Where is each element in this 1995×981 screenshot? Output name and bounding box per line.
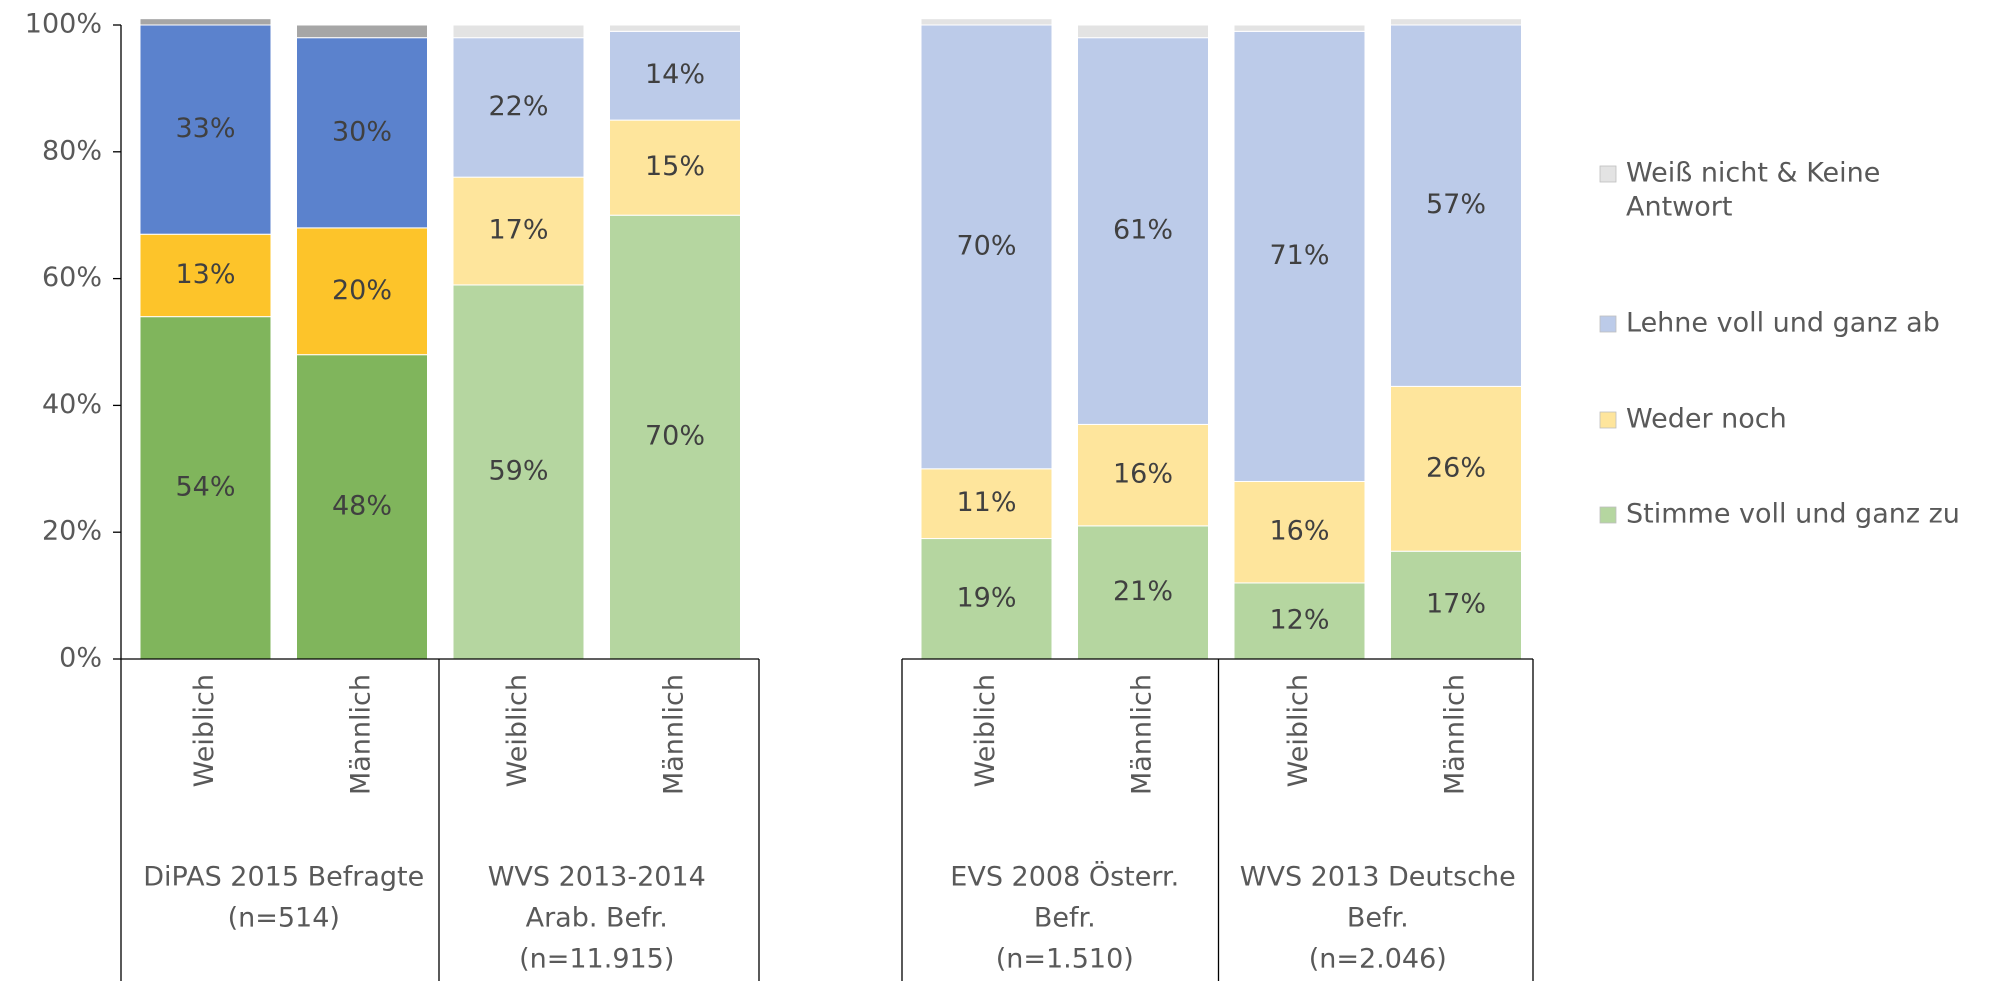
bar-segment xyxy=(452,284,585,660)
data-label: 19% xyxy=(956,582,1016,613)
bar-segment xyxy=(139,24,272,235)
bar-segment xyxy=(609,119,741,216)
data-label: 17% xyxy=(488,215,548,246)
data-label: 14% xyxy=(645,59,705,90)
legend-label: Lehne voll und ganz ab xyxy=(1626,308,1940,339)
bar-segment xyxy=(1077,525,1209,660)
bar-segment xyxy=(452,37,585,178)
legend-label: Antwort xyxy=(1626,192,1732,223)
y-tick-label: 60% xyxy=(42,262,102,293)
data-label: 70% xyxy=(645,421,705,452)
group-label: WVS 2013-2014 xyxy=(488,862,706,893)
group-label: (n=11.915) xyxy=(519,944,674,975)
data-label: 71% xyxy=(1269,240,1329,271)
bar-segment xyxy=(296,37,428,229)
bar-segment xyxy=(920,468,1053,540)
x-tick-label: Weiblich xyxy=(189,674,220,787)
data-label: 33% xyxy=(175,113,235,144)
data-label: 26% xyxy=(1426,452,1486,483)
data-label: 12% xyxy=(1269,604,1329,635)
bar-segment xyxy=(139,316,272,660)
bar-segment xyxy=(452,24,585,39)
data-label: 20% xyxy=(332,275,392,306)
data-label: 57% xyxy=(1426,189,1486,220)
bar-segment xyxy=(1233,30,1366,482)
data-label: 21% xyxy=(1113,576,1173,607)
data-label: 70% xyxy=(956,230,1016,261)
data-label: 59% xyxy=(488,455,548,486)
legend-swatch xyxy=(1599,315,1617,333)
bar-segment xyxy=(1390,385,1522,552)
bar-segment xyxy=(920,18,1053,26)
data-label: 16% xyxy=(1269,516,1329,547)
legend-swatch xyxy=(1599,165,1617,183)
bar-segment xyxy=(1233,24,1366,32)
x-tick-label: Männlich xyxy=(346,674,377,795)
group-label: Arab. Befr. xyxy=(526,903,668,934)
bar-segment xyxy=(920,24,1053,470)
y-tick-label: 80% xyxy=(42,135,102,166)
data-label: 16% xyxy=(1113,459,1173,490)
bar-segment xyxy=(609,30,741,121)
group-label: Befr. xyxy=(1347,903,1409,934)
legend-swatch xyxy=(1599,411,1617,429)
x-tick-label: Weiblich xyxy=(1283,674,1314,787)
data-label: 15% xyxy=(645,151,705,182)
data-label: 11% xyxy=(956,487,1016,518)
data-label: 13% xyxy=(175,259,235,290)
bar-segment xyxy=(452,176,585,286)
y-tick-label: 40% xyxy=(42,389,102,420)
y-tick-label: 0% xyxy=(59,643,102,674)
x-tick-label: Männlich xyxy=(1127,674,1158,795)
y-tick-label: 100% xyxy=(25,9,102,40)
data-label: 30% xyxy=(332,116,392,147)
group-label: (n=1.510) xyxy=(996,944,1134,975)
bar-segment xyxy=(139,18,272,26)
bar-segment xyxy=(1233,480,1366,584)
data-label: 17% xyxy=(1426,589,1486,620)
bar-segment xyxy=(920,538,1053,660)
bar-segment xyxy=(296,227,428,356)
x-tick-label: Weiblich xyxy=(970,674,1001,787)
bar-segment xyxy=(1390,550,1522,660)
bar-segment xyxy=(609,24,741,32)
data-label: 54% xyxy=(175,471,235,502)
bar-segment xyxy=(609,214,741,660)
group-label: EVS 2008 Österr. xyxy=(950,861,1179,893)
x-tick-label: Weiblich xyxy=(502,674,533,787)
group-label: (n=514) xyxy=(228,903,340,934)
bar-segment xyxy=(139,233,272,318)
data-label: 22% xyxy=(488,91,548,122)
legend-label: Weiß nicht & Keine xyxy=(1626,158,1880,189)
legend-swatch xyxy=(1599,506,1617,524)
data-label: 48% xyxy=(332,490,392,521)
bar-segment xyxy=(1077,24,1209,39)
x-tick-label: Männlich xyxy=(659,674,690,795)
data-label: 61% xyxy=(1113,215,1173,246)
x-tick-label: Männlich xyxy=(1440,674,1471,795)
bar-segment xyxy=(1390,24,1522,387)
group-label: Befr. xyxy=(1034,903,1096,934)
bar-segment xyxy=(1077,423,1209,527)
legend-label: Weder noch xyxy=(1626,404,1787,435)
group-label: (n=2.046) xyxy=(1309,944,1447,975)
legend-label: Stimme voll und ganz zu xyxy=(1626,499,1960,530)
bar-segment xyxy=(1233,582,1366,660)
group-label: DiPAS 2015 Befragte xyxy=(143,862,424,893)
group-label: WVS 2013 Deutsche xyxy=(1240,862,1516,893)
bar-segment xyxy=(296,24,428,39)
y-tick-label: 20% xyxy=(42,516,102,547)
bar-segment xyxy=(1390,18,1522,26)
